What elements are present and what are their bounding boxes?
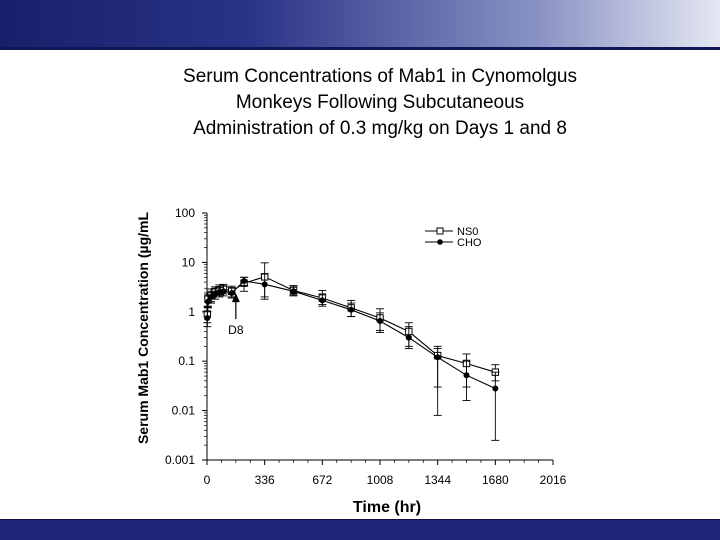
chart-title-line-3: Administration of 0.3 mg/kg on Days 1 an… — [193, 118, 567, 139]
chart-title-line-1: Serum Concentrations of Mab1 in Cynomolg… — [183, 66, 577, 87]
y-tick-label: 0.1 — [178, 354, 195, 368]
legend-item-ns0: NS0 — [425, 226, 478, 238]
legend-marker — [436, 227, 444, 235]
series-line — [206, 280, 496, 389]
legend-item-cho: CHO — [425, 237, 482, 249]
data-point — [205, 298, 212, 305]
data-point — [220, 288, 227, 295]
data-point — [434, 354, 441, 361]
y-tick-label: 100 — [175, 206, 195, 220]
y-tick-label: 1 — [188, 305, 195, 319]
x-tick-label: 0 — [204, 473, 211, 487]
chart-title: Serum Concentrations of Mab1 in Cynomolg… — [120, 64, 640, 142]
legend-label: CHO — [457, 237, 482, 249]
data-point — [405, 334, 412, 341]
minor-tick-layer — [204, 214, 539, 463]
y-tick-label: 0.001 — [165, 453, 195, 467]
annotation-label: D8 — [228, 323, 244, 337]
x-tick-label: 1008 — [367, 473, 394, 487]
data-point — [463, 372, 470, 379]
x-tick-label: 672 — [312, 473, 332, 487]
x-tick-label: 336 — [255, 473, 275, 487]
series-layer — [203, 262, 500, 441]
top-banner — [0, 0, 720, 50]
annotation-layer: D8 — [228, 293, 244, 337]
x-tick-label: 2016 — [540, 473, 567, 487]
data-point — [241, 278, 248, 285]
data-point — [290, 288, 297, 295]
y-tick-label: 10 — [182, 255, 196, 269]
bottom-banner — [0, 519, 720, 540]
y-tick-group: 100 10 1 0.1 0.01 0.001 — [165, 206, 207, 467]
banner-rule — [0, 47, 720, 50]
data-point — [204, 314, 211, 321]
data-point — [377, 318, 383, 325]
data-point — [492, 385, 499, 392]
annotation-arrow-head — [231, 293, 240, 303]
data-point — [319, 297, 326, 304]
data-point — [208, 293, 215, 300]
legend-label: NS0 — [457, 226, 478, 238]
x-tick-label: 1680 — [482, 473, 509, 487]
chart-title-line-2: Monkeys Following Subcutaneous — [235, 92, 525, 113]
y-tick-label: 0.01 — [172, 404, 196, 418]
series-line — [206, 276, 496, 373]
series-cho — [203, 273, 500, 441]
legend-marker — [437, 239, 443, 245]
x-axis-label: Time (hr) — [353, 499, 421, 516]
data-point — [228, 290, 235, 297]
data-point — [261, 281, 268, 288]
y-axis-label: Serum Mab1 Concentration (µg/mL — [135, 212, 151, 445]
data-point — [348, 306, 355, 313]
x-tick-group: 0 336 672 1008 1344 1680 2016 — [204, 460, 567, 487]
x-tick-label: 1344 — [424, 473, 451, 487]
